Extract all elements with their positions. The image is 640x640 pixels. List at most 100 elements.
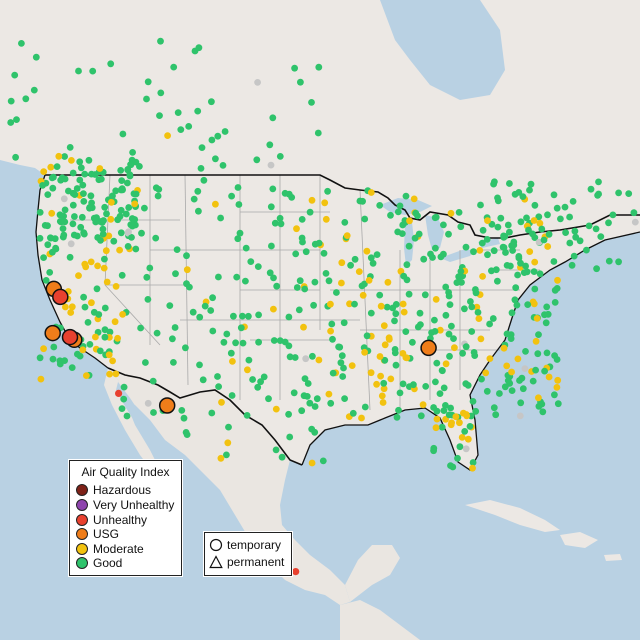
monitor-dot (144, 399, 152, 407)
canada-islands (560, 0, 640, 110)
monitor-dot (197, 165, 205, 172)
monitor-dot (125, 204, 133, 211)
monitor-dot (483, 236, 491, 243)
monitor-dot (378, 392, 386, 400)
monitor-dot (70, 231, 78, 239)
monitor-dot (544, 310, 552, 318)
monitor-dot (411, 234, 419, 242)
monitor-unhealthy[interactable] (52, 288, 69, 306)
monitor-dot (447, 404, 454, 412)
monitor-dot (269, 185, 277, 193)
monitor-dot (171, 324, 179, 331)
monitor-dot (40, 168, 48, 176)
monitor-dot (447, 209, 455, 217)
monitor-dot (432, 244, 439, 252)
monitor-dot (185, 123, 193, 130)
monitor-usg[interactable] (44, 324, 61, 342)
monitor-dot (340, 319, 348, 327)
monitor-dot (311, 403, 319, 410)
monitor-dot (298, 216, 306, 223)
monitor-dot (468, 328, 476, 335)
monitor-dot (358, 414, 365, 422)
monitor-usg[interactable] (420, 339, 437, 357)
monitor-dot (361, 348, 368, 356)
monitor-dot (445, 230, 452, 238)
monitor-dot (30, 86, 38, 94)
monitor-dot (88, 299, 95, 307)
legend-item-moderate: Moderate (76, 542, 144, 556)
monitor-dot (551, 391, 558, 399)
monitor-dot (511, 190, 519, 198)
monitor-dot (469, 464, 476, 472)
monitor-dot (477, 335, 485, 343)
monitor-dot (119, 130, 127, 138)
monitor-dot (543, 303, 551, 311)
cuba (465, 500, 560, 532)
monitor-dot (381, 341, 389, 349)
monitor-dot (451, 344, 458, 352)
monitor-dot (271, 219, 279, 227)
monitor-dot (492, 411, 500, 419)
monitor-dot (291, 64, 298, 72)
monitor-dot (79, 346, 87, 354)
monitor-dot (285, 190, 293, 198)
monitor-dot (494, 194, 501, 202)
monitor-dot (399, 380, 407, 388)
monitor-usg[interactable] (158, 397, 176, 414)
monitor-unhealthy[interactable] (292, 568, 300, 576)
monitor-dot (503, 262, 511, 269)
monitor-dot (605, 257, 613, 265)
monitor-dot (482, 369, 490, 377)
monitor-dot (48, 209, 56, 217)
monitor-dot (189, 308, 197, 316)
monitor-dot (536, 219, 544, 227)
monitor-dot (155, 186, 163, 193)
monitor-dot (297, 78, 304, 86)
monitor-dot (337, 359, 345, 367)
monitor-dot (260, 373, 268, 381)
legend-label-temporary: temporary (227, 538, 282, 552)
monitor-dot (103, 210, 110, 218)
monitor-dot (247, 258, 255, 265)
monitor-dot (101, 255, 108, 263)
monitor-dot (93, 285, 101, 293)
monitor-dot (44, 241, 52, 249)
monitor-dot (254, 263, 262, 270)
monitor-dot (255, 311, 262, 319)
monitor-dot (433, 415, 441, 423)
monitor-dot (553, 384, 561, 391)
monitor-dot (61, 357, 68, 364)
monitor-dot (300, 323, 307, 331)
monitor-dot (615, 258, 622, 266)
monitor-dot (119, 311, 126, 318)
monitor-dot (304, 380, 312, 387)
monitor-dot (101, 203, 109, 211)
monitor-dot (129, 222, 136, 230)
monitor-dot (322, 215, 330, 223)
monitor-dot (506, 228, 513, 236)
monitor-dot (120, 395, 128, 403)
monitor-dot (509, 247, 516, 254)
monitor-dot (321, 199, 329, 207)
monitor-dot (526, 248, 534, 256)
monitor-dot (301, 375, 309, 382)
monitor-dot (569, 198, 577, 205)
monitor-dot (486, 355, 494, 362)
monitor-dot (572, 233, 580, 241)
monitor-dot (367, 189, 375, 196)
monitor-dot (60, 212, 67, 220)
monitor-dot (68, 303, 76, 311)
monitor-dot (433, 407, 441, 415)
monitor-dot (484, 251, 491, 259)
monitor-dot (376, 353, 384, 360)
monitor-dot (417, 321, 424, 328)
monitor-dot (562, 229, 569, 237)
monitor-unhealthy[interactable] (61, 328, 79, 346)
monitor-dot (48, 174, 56, 182)
monitor-dot (410, 195, 418, 203)
monitor-dot (267, 161, 275, 169)
monitor-dot (544, 211, 551, 219)
monitor-dot (112, 283, 120, 290)
monitor-dot (391, 349, 399, 357)
monitor-unhealthy[interactable] (115, 389, 123, 397)
